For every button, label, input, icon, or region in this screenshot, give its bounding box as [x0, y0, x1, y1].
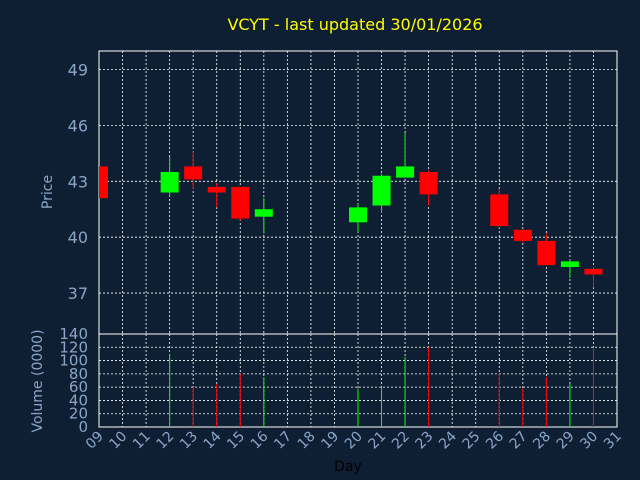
- x-tick-label: 29: [554, 429, 578, 453]
- x-tick-label: 20: [342, 429, 366, 453]
- price-panel: 37 40 43 46 49 Price: [40, 50, 618, 335]
- x-ticks: 09 10 11 12 13 14 15 16 17 18 19 20 21 22 23 24 25 26 27 28…: [83, 428, 625, 452]
- x-tick-label: 25: [460, 429, 484, 453]
- x-tick-label: 11: [130, 429, 154, 453]
- volume-tick-label: 100: [59, 352, 88, 370]
- candle-body: [349, 207, 367, 223]
- candle-body: [160, 172, 179, 193]
- x-tick-label: 15: [224, 429, 248, 453]
- candle-body: [184, 166, 203, 180]
- x-tick-label: 14: [201, 428, 225, 452]
- price-y-ticks: 37 40 43 46 49: [68, 61, 88, 303]
- x-tick-label: 26: [483, 428, 507, 452]
- volume-tick-label: 60: [69, 378, 88, 396]
- x-tick-label: 16: [248, 428, 272, 452]
- x-tick-label: 23: [413, 429, 437, 453]
- x-tick-label: 12: [154, 429, 178, 453]
- x-tick-label: 19: [318, 429, 342, 453]
- x-tick-label: 13: [177, 429, 201, 453]
- candle-body: [372, 175, 391, 206]
- price-tick-label: 37: [68, 284, 88, 303]
- x-axis-label: Day: [334, 459, 362, 475]
- x-tick-label: 24: [436, 428, 460, 452]
- candle-body: [490, 194, 509, 227]
- volume-bars: [169, 347, 594, 427]
- x-tick-label: 28: [530, 429, 554, 453]
- volume-tick-label: 40: [69, 391, 88, 409]
- volume-tick-label: 80: [69, 365, 88, 383]
- volume-axis-label: Volume (0000): [30, 329, 46, 432]
- candle-body: [584, 268, 603, 275]
- candle-body: [231, 186, 250, 219]
- volume-tick-label: 0: [78, 418, 88, 436]
- candle-body: [207, 186, 226, 193]
- candle-body: [537, 240, 556, 266]
- candle-body: [254, 209, 273, 217]
- x-tick-label: 17: [271, 429, 295, 453]
- price-tick-label: 46: [68, 116, 88, 135]
- candle-body: [560, 261, 579, 267]
- price-tick-label: 43: [68, 172, 88, 191]
- candle-body: [396, 166, 415, 178]
- candle-body: [513, 229, 532, 241]
- x-tick-label: 18: [295, 429, 319, 453]
- price-tick-label: 49: [68, 61, 88, 80]
- candle-body: [99, 166, 108, 199]
- volume-tick-label: 140: [59, 325, 88, 343]
- x-tick-label: 21: [365, 429, 389, 453]
- x-tick-label: 31: [601, 429, 625, 453]
- candle-body: [419, 172, 438, 195]
- price-axis-label: Price: [40, 175, 56, 209]
- volume-tick-label: 20: [69, 405, 88, 423]
- chart-title: VCYT - last updated 30/01/2026: [227, 15, 482, 34]
- x-tick-label: 10: [106, 429, 130, 453]
- candles: [99, 132, 603, 288]
- volume-tick-label: 120: [59, 338, 88, 356]
- x-tick-label: 30: [577, 429, 601, 453]
- x-tick-label: 22: [389, 429, 413, 453]
- x-tick-label: 27: [507, 429, 531, 453]
- price-tick-label: 40: [68, 228, 88, 247]
